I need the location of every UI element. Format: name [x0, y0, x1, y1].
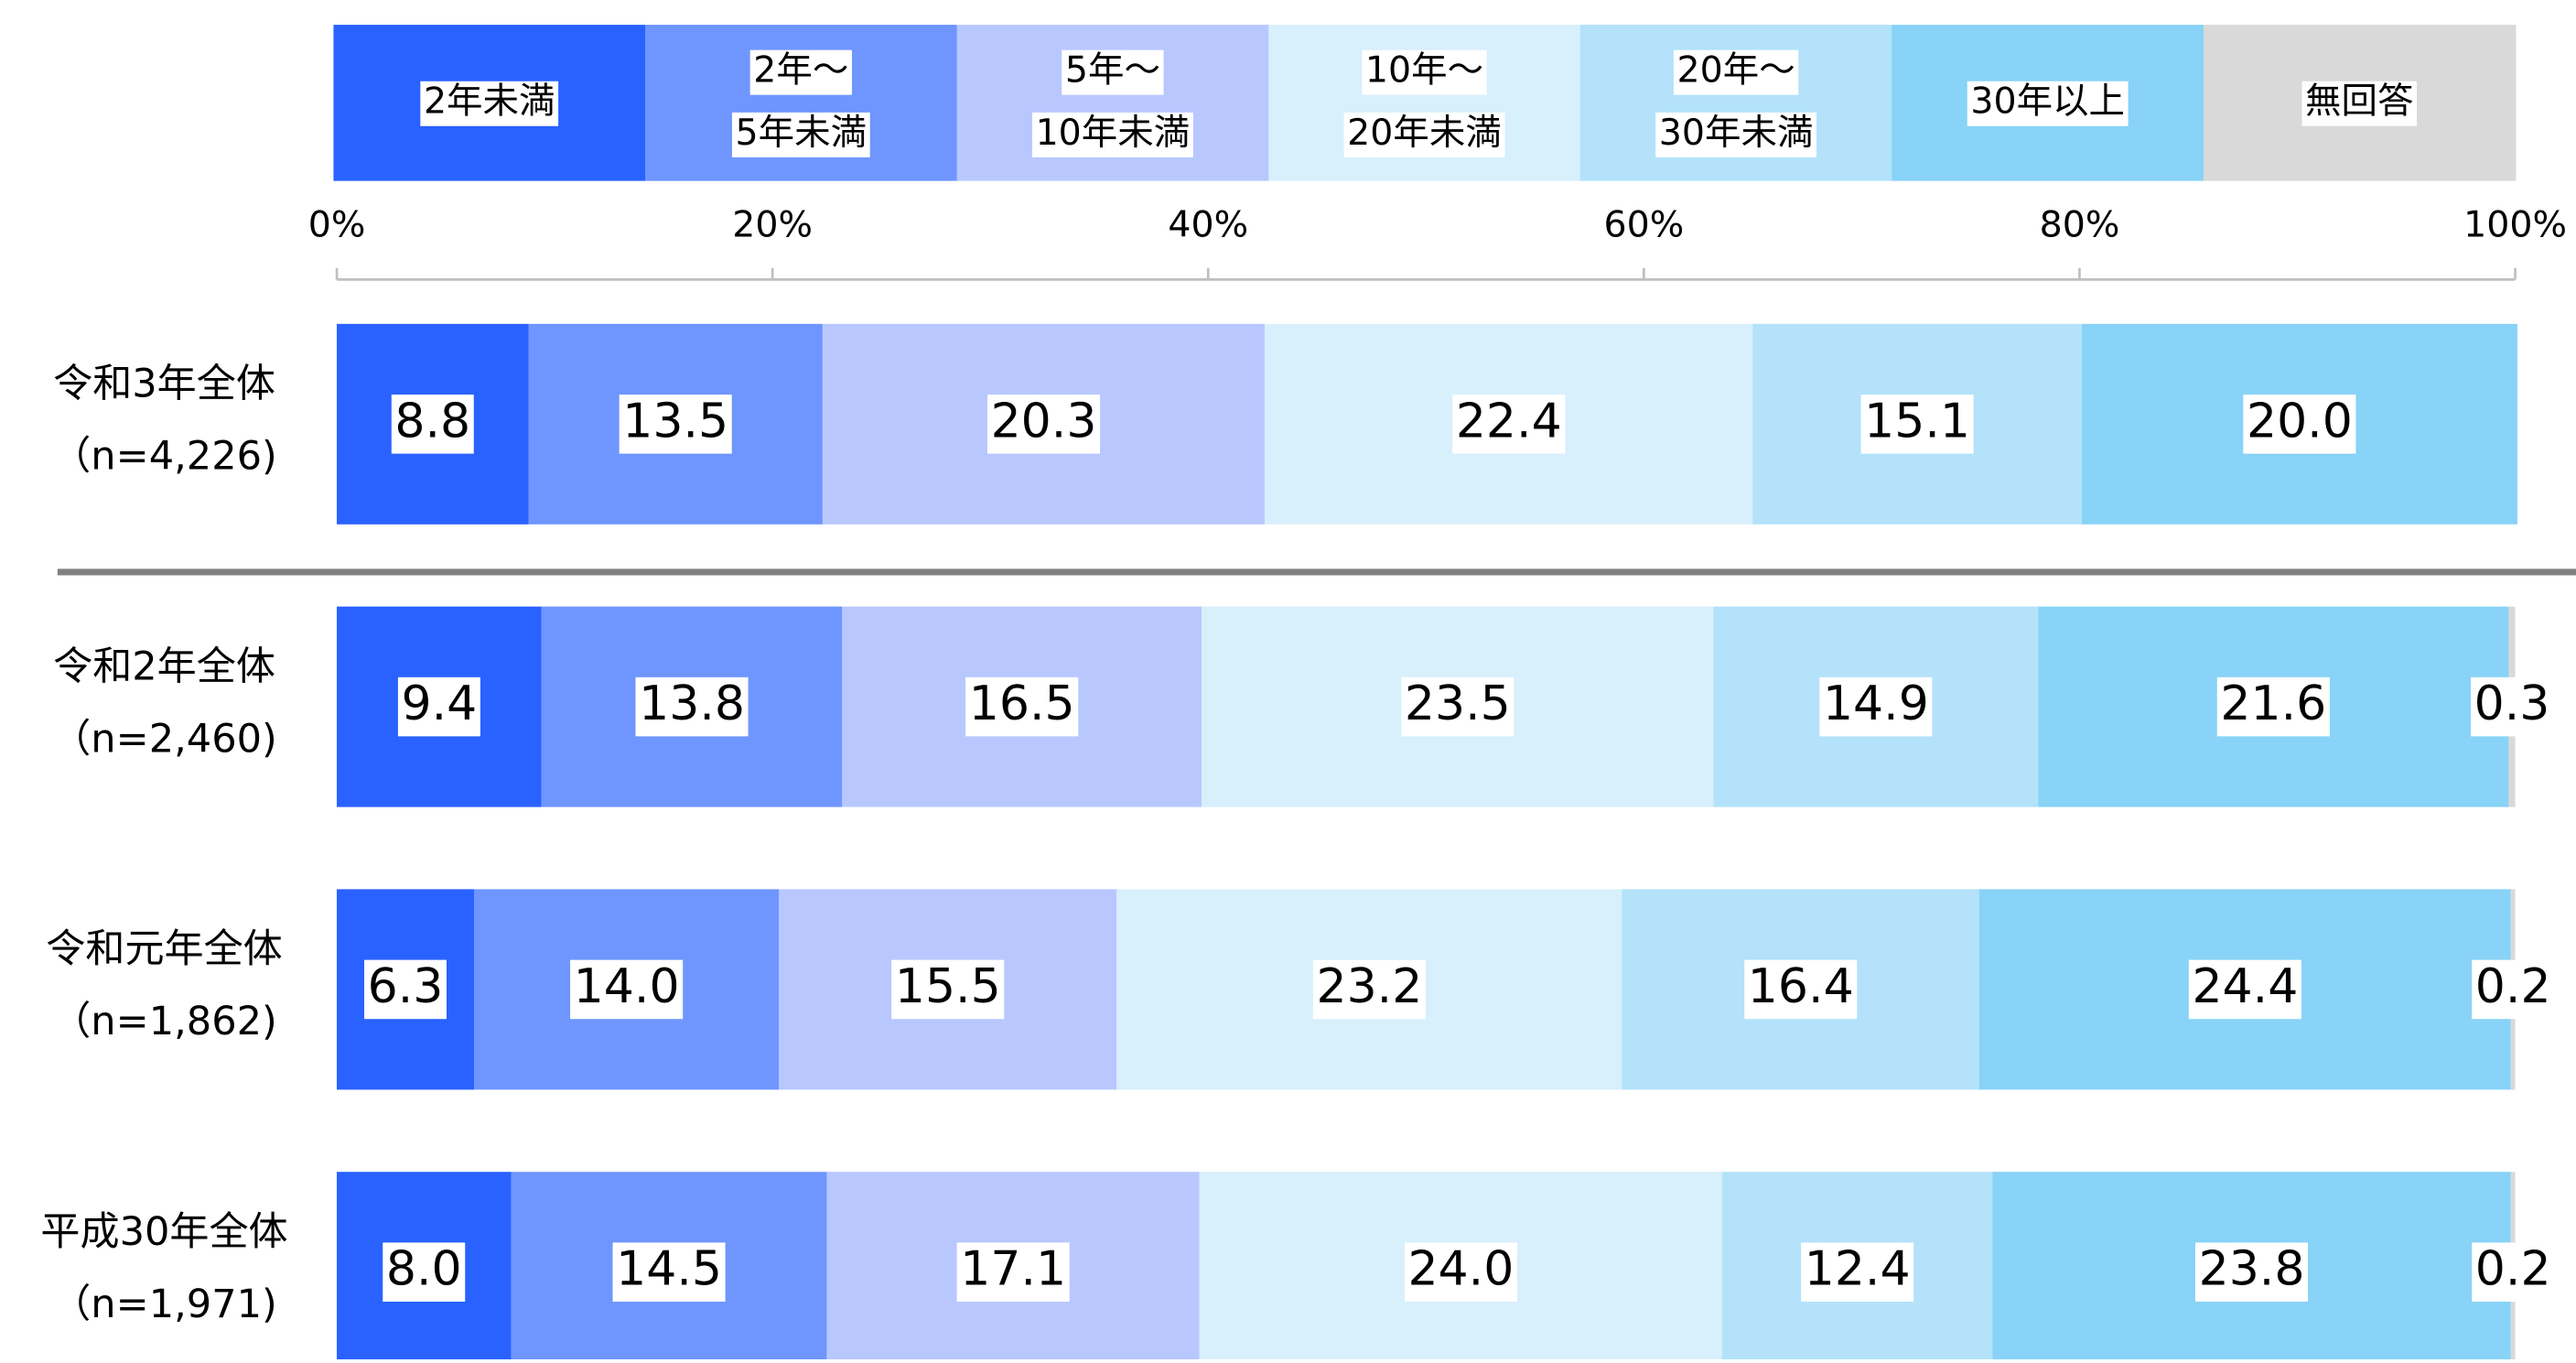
data-label: 24.0 — [1407, 1242, 1514, 1297]
legend-label-bg — [1655, 112, 1817, 157]
data-label: 20.3 — [991, 394, 1097, 449]
data-label: 8.8 — [394, 394, 470, 449]
category-label: 令和2年全体 — [53, 644, 275, 689]
legend-label-bg — [1967, 81, 2129, 126]
data-label-bg — [383, 1242, 466, 1302]
legend-label: 20年～ — [1676, 49, 1795, 92]
x-tick-label: 100% — [2463, 203, 2567, 245]
category-label: 令和元年全体 — [46, 926, 282, 972]
data-label-bg — [612, 1242, 726, 1302]
legend-label: 10年～ — [1365, 49, 1483, 92]
data-label-bg — [2243, 395, 2356, 454]
data-label-bg — [2216, 676, 2330, 737]
data-label-bg — [397, 676, 480, 737]
legend-label: 5年～ — [1065, 49, 1160, 92]
data-label-bg — [1801, 1242, 1914, 1302]
legend-label: 30年以上 — [1970, 81, 2125, 123]
data-label: 12.4 — [1805, 1242, 1911, 1297]
data-label: 14.0 — [574, 959, 680, 1014]
data-label: 15.5 — [895, 959, 1001, 1014]
category-label: （n=1,971) — [51, 1282, 277, 1327]
data-label-bg — [2472, 1242, 2555, 1302]
data-label: 13.8 — [639, 676, 745, 731]
category-label: 平成30年全体 — [40, 1209, 287, 1255]
data-label: 16.4 — [1748, 959, 1854, 1014]
legend-label-bg — [1673, 49, 1799, 95]
data-label: 16.5 — [969, 676, 1075, 731]
data-label: 24.4 — [2192, 959, 2298, 1014]
data-label-bg — [2472, 959, 2555, 1020]
data-label: 15.1 — [1864, 394, 1970, 449]
data-label-bg — [1312, 959, 1426, 1020]
data-label-bg — [1819, 676, 1933, 737]
data-label: 22.4 — [1456, 394, 1562, 449]
data-label: 23.5 — [1405, 676, 1511, 731]
data-label-bg — [2471, 676, 2553, 737]
data-label: 6.3 — [368, 959, 444, 1014]
data-label-bg — [570, 959, 684, 1020]
x-tick-label: 60% — [1603, 203, 1684, 245]
legend-label: 2年～ — [753, 49, 848, 92]
data-label-bg — [965, 676, 1079, 737]
data-label: 21.6 — [2220, 676, 2326, 731]
data-label: 20.0 — [2247, 394, 2353, 449]
legend-label: 無回答 — [2305, 81, 2413, 123]
legend-label: 30年未満 — [1659, 112, 1814, 154]
category-label: （n=2,460) — [51, 716, 277, 762]
data-label-bg — [1744, 959, 1858, 1020]
category-label: 令和3年全体 — [53, 362, 275, 407]
x-tick-label: 80% — [2040, 203, 2120, 245]
category-label: （n=1,862) — [51, 999, 277, 1044]
data-label: 23.2 — [1316, 959, 1422, 1014]
data-label: 14.5 — [616, 1242, 722, 1297]
data-label: 8.0 — [386, 1242, 462, 1297]
data-label: 23.8 — [2199, 1242, 2305, 1297]
x-tick-label: 40% — [1168, 203, 1248, 245]
legend-label-bg — [1362, 49, 1487, 95]
legend-label-bg — [731, 112, 870, 157]
data-label-bg — [891, 959, 1005, 1020]
legend-label-bg — [2301, 81, 2418, 126]
data-label-bg — [364, 959, 447, 1020]
data-label-bg — [956, 1242, 1070, 1302]
data-label-bg — [1401, 676, 1514, 737]
legend-label: 5年未満 — [736, 112, 868, 154]
legend-label: 10年未満 — [1036, 112, 1191, 154]
category-label: （n=4,226) — [51, 434, 277, 480]
data-label: 17.1 — [960, 1242, 1066, 1297]
data-label: 0.2 — [2475, 959, 2551, 1014]
data-label-bg — [2194, 1242, 2309, 1302]
legend-label-bg — [420, 81, 559, 126]
data-label-bg — [1860, 395, 1974, 454]
legend-label-bg — [1031, 112, 1193, 157]
data-label: 0.3 — [2474, 676, 2550, 731]
data-label: 0.2 — [2475, 1242, 2551, 1297]
data-label-bg — [1452, 395, 1566, 454]
legend-label-bg — [1343, 112, 1505, 157]
data-label-bg — [635, 676, 749, 737]
legend-label-bg — [1062, 49, 1164, 95]
legend-label-bg — [749, 49, 852, 95]
data-label-bg — [2188, 959, 2301, 1020]
data-label-bg — [391, 395, 474, 454]
data-label: 14.9 — [1823, 676, 1929, 731]
data-label-bg — [986, 395, 1101, 454]
legend-label: 20年未満 — [1347, 112, 1502, 154]
x-tick-label: 20% — [732, 203, 813, 245]
x-tick-label: 0% — [308, 203, 366, 245]
legend-label: 2年未満 — [424, 81, 555, 123]
data-label: 13.5 — [622, 394, 728, 449]
data-label: 9.4 — [402, 676, 478, 731]
data-label-bg — [619, 395, 732, 454]
data-label-bg — [1404, 1242, 1517, 1302]
